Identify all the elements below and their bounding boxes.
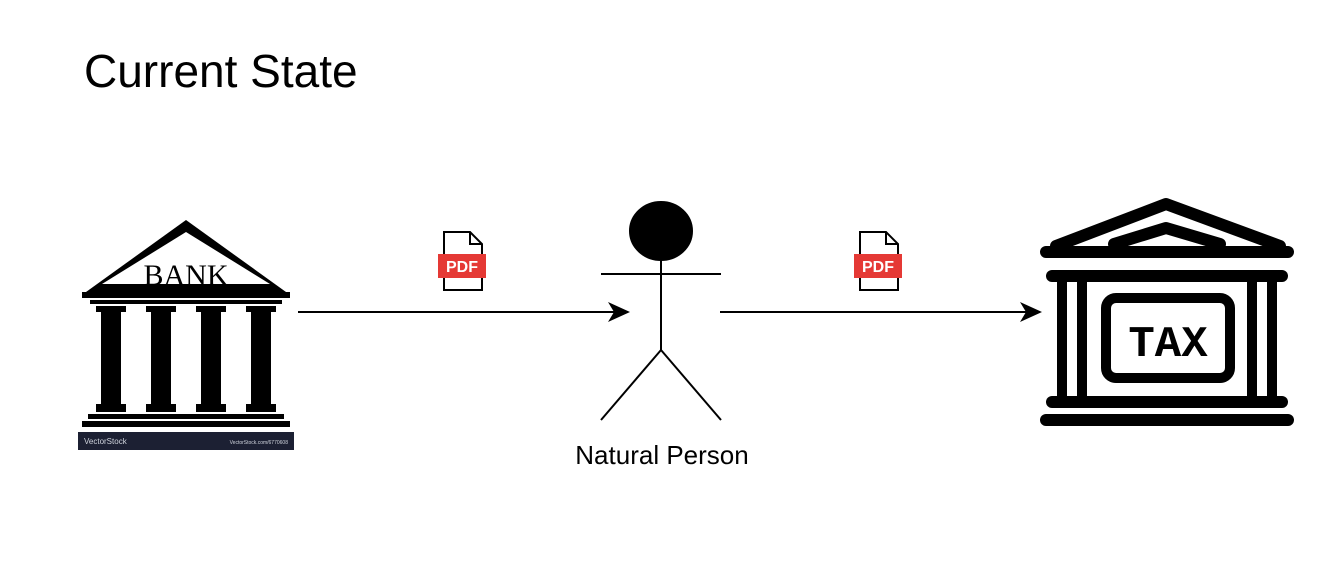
diagram-title: Current State [84,45,358,97]
natural-person-actor [600,201,722,421]
tax-sign-text: TAX [1128,320,1208,370]
natural-person-label: Natural Person [575,440,748,470]
pdf-file-icon: PDF [438,231,486,291]
tax-office-icon [1040,198,1294,426]
pdf-badge-label: PDF [862,259,894,276]
bank-watermark-right: VectorStock.com/6770608 [230,440,289,446]
bank-watermark-left: VectorStock [84,437,128,446]
actor-head [629,201,693,261]
pdf-badge-label: PDF [446,259,478,276]
bank-sign-text: BANK [143,259,228,292]
bank-icon: BANK VectorStock VectorStock.com/6770608 [78,212,294,452]
pdf-file-icon: PDF [854,231,902,291]
